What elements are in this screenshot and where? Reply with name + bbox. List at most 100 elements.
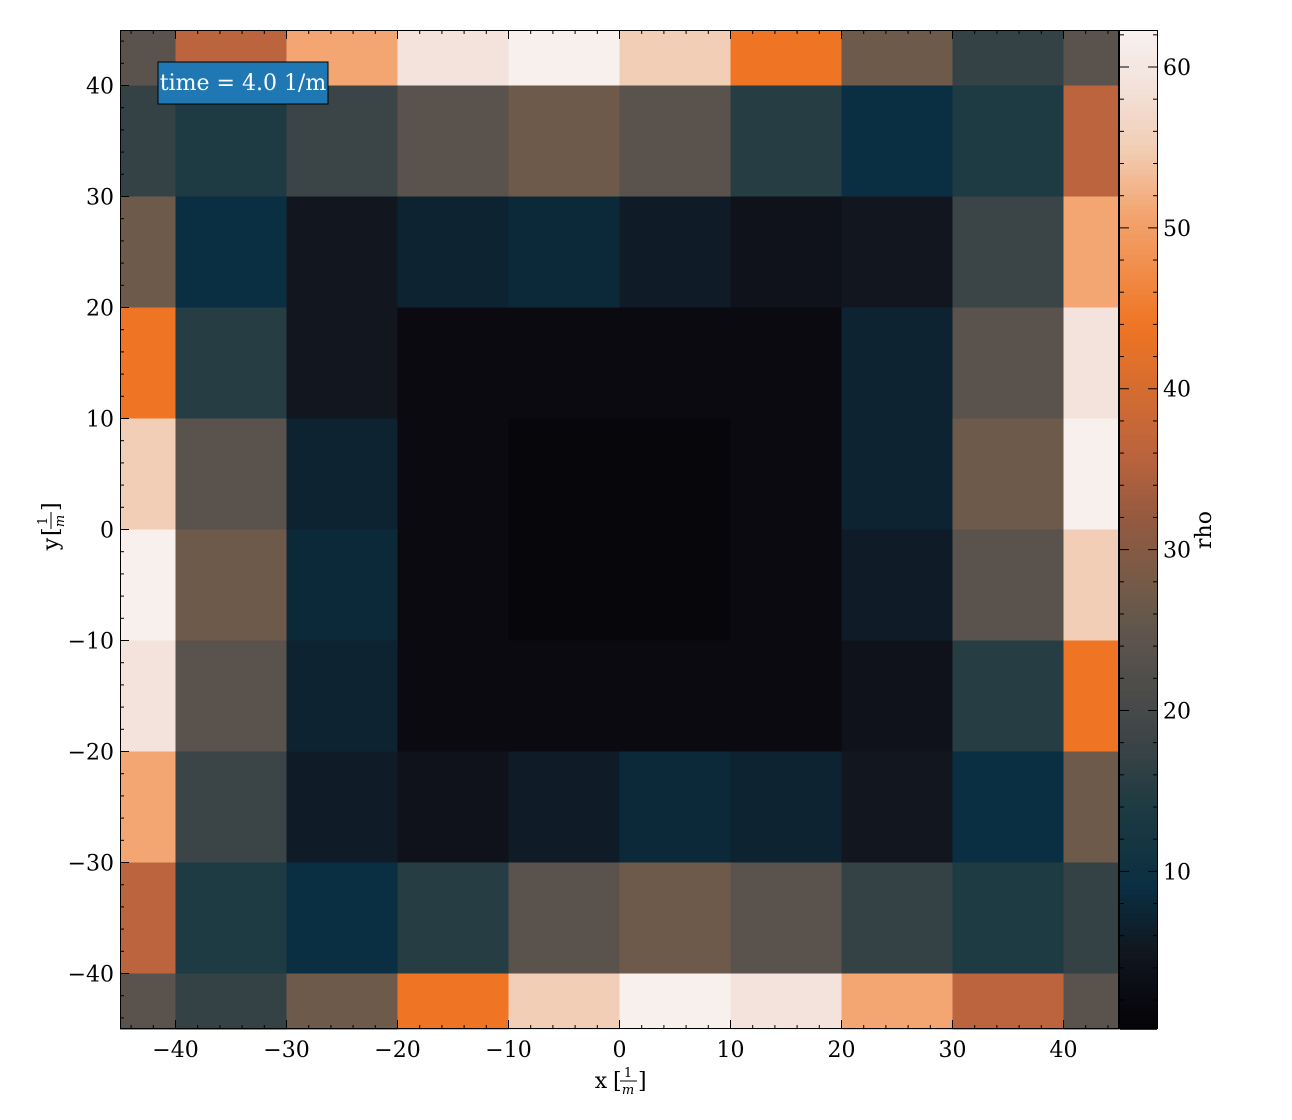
colorbar-segment [1120,904,1157,910]
colorbar-segment [1120,359,1157,366]
heatmap-cell [841,862,954,975]
heatmap-cell [1063,85,1120,198]
colorbar-segment [1120,684,1157,691]
plot-frame [120,30,1119,1029]
colorbar-segment [1120,824,1157,830]
colorbar-segment [1120,1009,1157,1015]
colorbar-segment [1120,504,1157,511]
colorbar-segment [1120,244,1157,251]
colorbar-segment [1120,374,1157,381]
colorbar-segment [1120,889,1157,895]
colorbar-segment [1120,984,1157,990]
axis-ticks: −40 −30 −20 −10 0 10 20 30 40 −40 −30 −20 −10 0 10 20 30… [68,30,1191,1063]
heatmap-cell [120,529,177,642]
heatmap-cell [120,973,177,1030]
colorbar-segment [1120,489,1157,496]
heatmap-cell [1063,196,1120,309]
colorbar-segment [1120,819,1157,826]
heatmap-cell [952,196,1065,309]
x-tick-label: −30 [263,1038,309,1063]
colorbar-segment [1120,864,1157,870]
colorbar-segment [1120,464,1157,471]
colorbar-segment [1120,839,1157,845]
time-annotation-box [157,61,329,105]
y-tick-label: −20 [68,741,114,766]
colorbar-segment [1120,424,1157,431]
heatmap-cell [120,307,177,420]
colorbar-segment [1120,139,1157,146]
heatmap-cell [286,973,399,1030]
colorbar-segment [1120,804,1157,811]
x-axis-unit-bracket-right: ] [638,1069,647,1094]
colorbar-segment [1120,694,1157,701]
colorbar-segment [1120,369,1157,376]
heatmap-cell [175,973,288,1030]
colorbar-segment [1120,309,1157,316]
heatmap-cell [286,307,399,420]
heatmap-cell [397,529,510,642]
heatmap-cell [841,307,954,420]
colorbar-segment [1120,519,1157,526]
colorbar-segment [1120,979,1157,985]
heatmap-cell [841,196,954,309]
heatmap-cell [397,85,510,198]
colorbar-segment [1120,734,1157,741]
colorbar-segment [1120,1019,1157,1025]
colorbar-segment [1120,954,1157,960]
colorbar-segment [1120,559,1157,566]
heatmap-cell [619,85,732,198]
x-tick-label: 30 [939,1038,967,1063]
colorbar-segment [1120,639,1157,646]
colorbar-segment [1120,449,1157,456]
heatmap-cell [286,751,399,864]
colorbar-segment [1120,274,1157,281]
colorbar-segment [1120,859,1157,865]
heatmap-cell [619,30,732,87]
colorbar-segment [1120,59,1157,66]
colorbar-segment [1120,419,1157,426]
heatmap-cells [120,30,1120,1030]
x-tick-label: −10 [485,1038,531,1063]
colorbar-segment [1120,99,1157,106]
heatmap-cell [952,862,1065,975]
colorbar-segment [1120,589,1157,596]
colorbar-segment [1120,549,1157,556]
colorbar [1120,30,1157,1030]
heatmap-cell [841,30,954,87]
colorbar-segment [1120,254,1157,261]
colorbar-segment [1120,624,1157,631]
colorbar-segment [1120,1014,1157,1020]
heatmap-cell [397,751,510,864]
colorbar-segment [1120,499,1157,506]
y-axis-unit-denominator: m [53,515,68,527]
colorbar-segment [1120,429,1157,436]
colorbar-segment [1120,69,1157,76]
colorbar-segment [1120,944,1157,950]
colorbar-segment [1120,539,1157,546]
colorbar-segment [1120,879,1157,885]
heatmap-cell [286,529,399,642]
colorbar-segment [1120,384,1157,391]
colorbar-segment [1120,909,1157,915]
colorbar-segment [1120,209,1157,216]
heatmap-cell [730,640,843,753]
colorbar-segment [1120,329,1157,336]
y-axis-unit-numerator: 1 [36,517,51,525]
colorbar-segment [1120,994,1157,1000]
heatmap-cell [952,418,1065,531]
colorbar-tick-label: 20 [1163,699,1191,724]
colorbar-segment [1120,959,1157,965]
heatmap-cell [841,973,954,1030]
colorbar-segment [1120,919,1157,925]
y-axis-label: y [39,537,64,551]
x-tick-label: 0 [613,1038,627,1063]
heatmap-cell [952,85,1065,198]
colorbar-segment [1120,324,1157,331]
heatmap-cell [619,196,732,309]
heatmap-cell [730,529,843,642]
y-tick-label: 10 [86,408,114,433]
colorbar-segment [1120,924,1157,930]
colorbar-segment [1120,39,1157,46]
heatmap-cell [397,307,510,420]
heatmap-cell [1063,529,1120,642]
